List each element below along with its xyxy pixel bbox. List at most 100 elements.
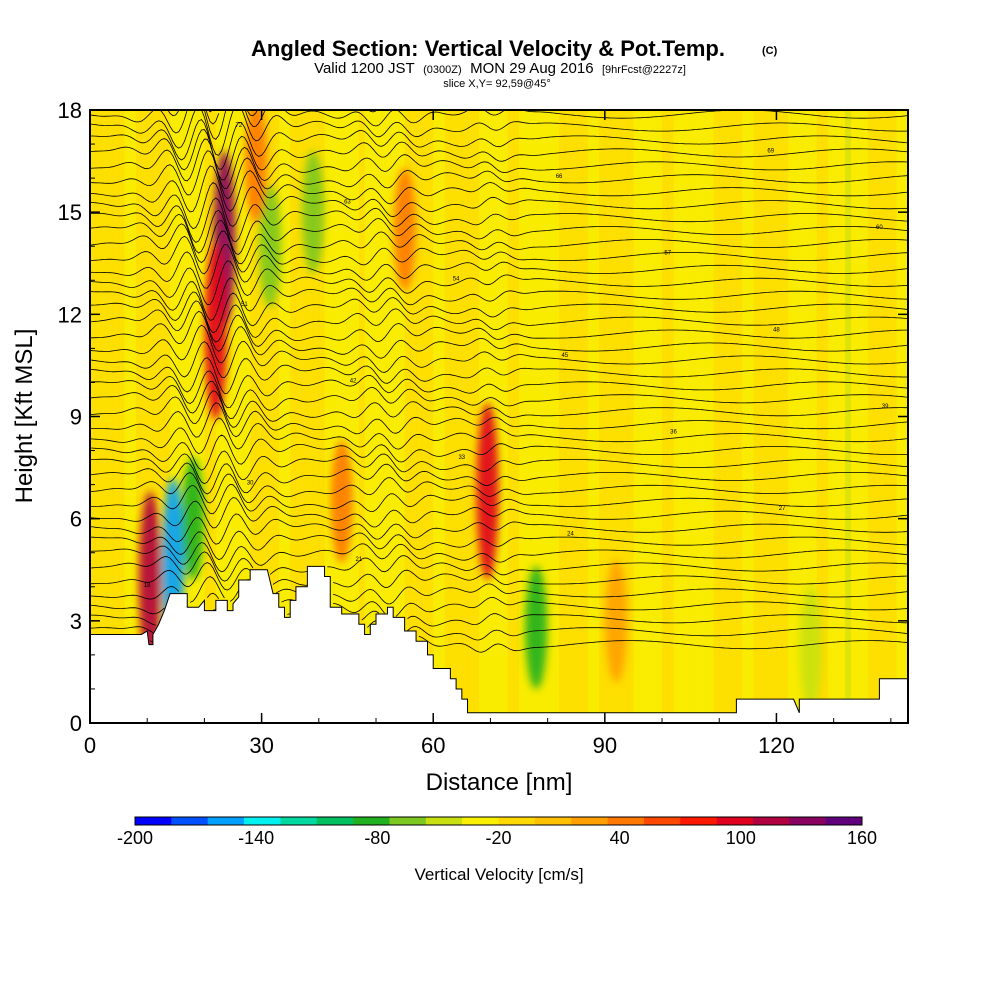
theta-contour-8 <box>90 530 908 561</box>
velocity-band <box>576 110 583 723</box>
theta-contour-label: 21 <box>356 557 363 563</box>
velocity-band <box>627 110 634 723</box>
velocity-band <box>730 110 737 723</box>
velocity-band <box>198 110 205 723</box>
velocity-band <box>175 110 183 723</box>
colorbar-tick-label: 100 <box>726 828 756 848</box>
velocity-band <box>879 110 886 723</box>
theta-contour-34 <box>90 181 908 230</box>
velocity-band <box>284 110 291 723</box>
velocity-band <box>593 110 600 723</box>
velocity-band <box>301 110 308 723</box>
velocity-band <box>433 110 440 723</box>
velocity-band <box>233 110 240 723</box>
velocity-band <box>364 110 371 723</box>
velocity-band <box>393 110 400 723</box>
velocity-band <box>753 110 760 723</box>
theta-contour-label: 51 <box>241 302 248 308</box>
velocity-band <box>450 110 457 723</box>
colorbar-swatch <box>716 817 754 825</box>
velocity-feature-13 <box>799 586 822 710</box>
colorbar-swatch <box>789 817 826 825</box>
theta-contour-16 <box>90 417 908 455</box>
y-tick-label: 12 <box>58 302 82 327</box>
x-axis-label: Distance [nm] <box>426 769 573 796</box>
theta-contour-label: 48 <box>773 327 780 333</box>
velocity-band <box>318 110 326 723</box>
theta-contour-label: 36 <box>670 430 677 436</box>
velocity-band <box>639 110 646 723</box>
colorbar-swatch <box>425 817 463 825</box>
velocity-band <box>553 110 560 723</box>
theta-contour-2 <box>90 609 908 627</box>
theta-contour-label: 45 <box>561 353 568 359</box>
valid-prefix: Valid 1200 JST <box>314 60 415 77</box>
colorbar-swatch <box>752 817 790 825</box>
velocity-band <box>736 110 743 723</box>
theta-contour-label: 30 <box>247 481 254 487</box>
velocity-band <box>793 110 800 723</box>
chart-title: Angled Section: Vertical Velocity & Pot.… <box>251 36 725 61</box>
theta-contour-27 <box>90 277 908 321</box>
theta-contour-22 <box>90 340 908 379</box>
velocity-band <box>158 110 165 723</box>
theta-contour-1 <box>90 620 908 641</box>
velocity-band <box>702 110 709 723</box>
theta-contour-20 <box>90 370 908 409</box>
velocity-band <box>461 110 469 723</box>
velocity-band <box>827 110 835 723</box>
velocity-band <box>290 110 297 723</box>
velocity-band <box>101 110 108 723</box>
velocity-band <box>679 110 686 723</box>
velocity-band <box>250 110 257 723</box>
theta-contour-24 <box>90 310 908 352</box>
colorbar-swatch <box>643 817 681 825</box>
velocity-band <box>816 110 823 723</box>
theta-contour-12 <box>90 472 908 504</box>
theta-contour-label: 27 <box>779 506 786 512</box>
velocity-feature-5 <box>181 457 204 580</box>
theta-contour-label: 66 <box>556 174 563 180</box>
velocity-band <box>519 110 526 723</box>
terrain <box>90 565 908 723</box>
colorbar-ticks: -200 -140 -80 -20 40 100 160 <box>117 828 877 848</box>
theta-contour-9 <box>90 513 908 545</box>
theta-contour-label: 39 <box>882 404 889 410</box>
velocity-band <box>307 110 314 723</box>
y-tick-label: 0 <box>70 711 82 736</box>
x-tick-label: 120 <box>758 733 795 758</box>
colorbar-swatch <box>534 817 572 825</box>
velocity-band <box>805 110 812 723</box>
theta-contour-label: 42 <box>350 378 357 384</box>
velocity-band <box>782 110 789 723</box>
theta-contour-41 <box>90 110 908 140</box>
velocity-band <box>107 110 114 723</box>
colorbar-tick-label: 160 <box>847 828 877 848</box>
velocity-band <box>324 110 331 723</box>
colorbar-swatch <box>462 817 499 825</box>
colorbar-frame <box>134 816 863 826</box>
velocity-band <box>845 110 852 723</box>
colorbar-swatch <box>280 817 318 825</box>
velocity-feature-12 <box>605 559 628 683</box>
velocity-band <box>124 110 131 723</box>
velocity-field <box>90 110 908 723</box>
velocity-band <box>867 110 875 723</box>
velocity-band <box>501 110 509 723</box>
x-tick-label: 30 <box>249 733 273 758</box>
velocity-band <box>187 110 194 723</box>
theta-contour-33 <box>90 197 908 243</box>
velocity-band <box>164 110 171 723</box>
velocity-band <box>456 110 463 723</box>
colorbar-swatch <box>571 817 608 825</box>
theta-contour-32 <box>90 209 908 255</box>
velocity-band <box>547 110 554 723</box>
velocity-band <box>204 110 211 723</box>
theta-contour-25 <box>90 300 908 343</box>
velocity-band <box>381 110 388 723</box>
colorbar-swatch <box>316 817 354 825</box>
theta-contour-26 <box>90 291 908 334</box>
velocity-band <box>313 110 320 723</box>
colorbar-swatch <box>607 817 645 825</box>
colorbar-swatch <box>135 817 172 825</box>
